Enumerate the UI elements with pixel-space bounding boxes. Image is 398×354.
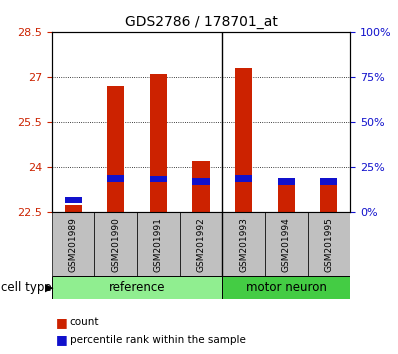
Text: GSM201991: GSM201991 bbox=[154, 217, 163, 272]
Bar bbox=[235, 68, 252, 212]
Text: GSM201990: GSM201990 bbox=[111, 217, 120, 272]
Text: GSM201993: GSM201993 bbox=[239, 217, 248, 272]
Bar bbox=[94, 212, 137, 276]
Text: ■: ■ bbox=[56, 333, 68, 346]
Text: GSM201995: GSM201995 bbox=[324, 217, 334, 272]
Bar bbox=[107, 175, 124, 182]
Bar bbox=[179, 212, 222, 276]
Bar bbox=[52, 212, 94, 276]
Bar bbox=[150, 74, 167, 212]
Bar bbox=[278, 178, 295, 185]
Bar bbox=[235, 175, 252, 182]
Text: GSM201992: GSM201992 bbox=[197, 217, 205, 272]
Text: GSM201994: GSM201994 bbox=[282, 217, 291, 272]
Bar bbox=[64, 205, 82, 212]
Bar bbox=[52, 276, 222, 299]
Bar bbox=[320, 178, 338, 185]
Bar bbox=[193, 161, 209, 212]
Text: percentile rank within the sample: percentile rank within the sample bbox=[70, 335, 246, 345]
Bar bbox=[107, 86, 124, 212]
Text: GSM201989: GSM201989 bbox=[68, 217, 78, 272]
Text: motor neuron: motor neuron bbox=[246, 281, 327, 294]
Bar bbox=[222, 212, 265, 276]
Text: ■: ■ bbox=[56, 316, 68, 329]
Bar bbox=[265, 212, 308, 276]
Bar bbox=[137, 212, 179, 276]
Bar bbox=[193, 178, 209, 185]
Bar bbox=[150, 176, 167, 182]
Bar bbox=[222, 276, 350, 299]
Bar bbox=[64, 197, 82, 204]
Bar bbox=[278, 179, 295, 212]
Text: cell type: cell type bbox=[1, 281, 51, 294]
Bar bbox=[308, 212, 350, 276]
Text: count: count bbox=[70, 317, 99, 327]
Bar bbox=[320, 181, 338, 212]
Text: reference: reference bbox=[109, 281, 165, 294]
Text: ▶: ▶ bbox=[45, 282, 54, 293]
Title: GDS2786 / 178701_at: GDS2786 / 178701_at bbox=[125, 16, 277, 29]
